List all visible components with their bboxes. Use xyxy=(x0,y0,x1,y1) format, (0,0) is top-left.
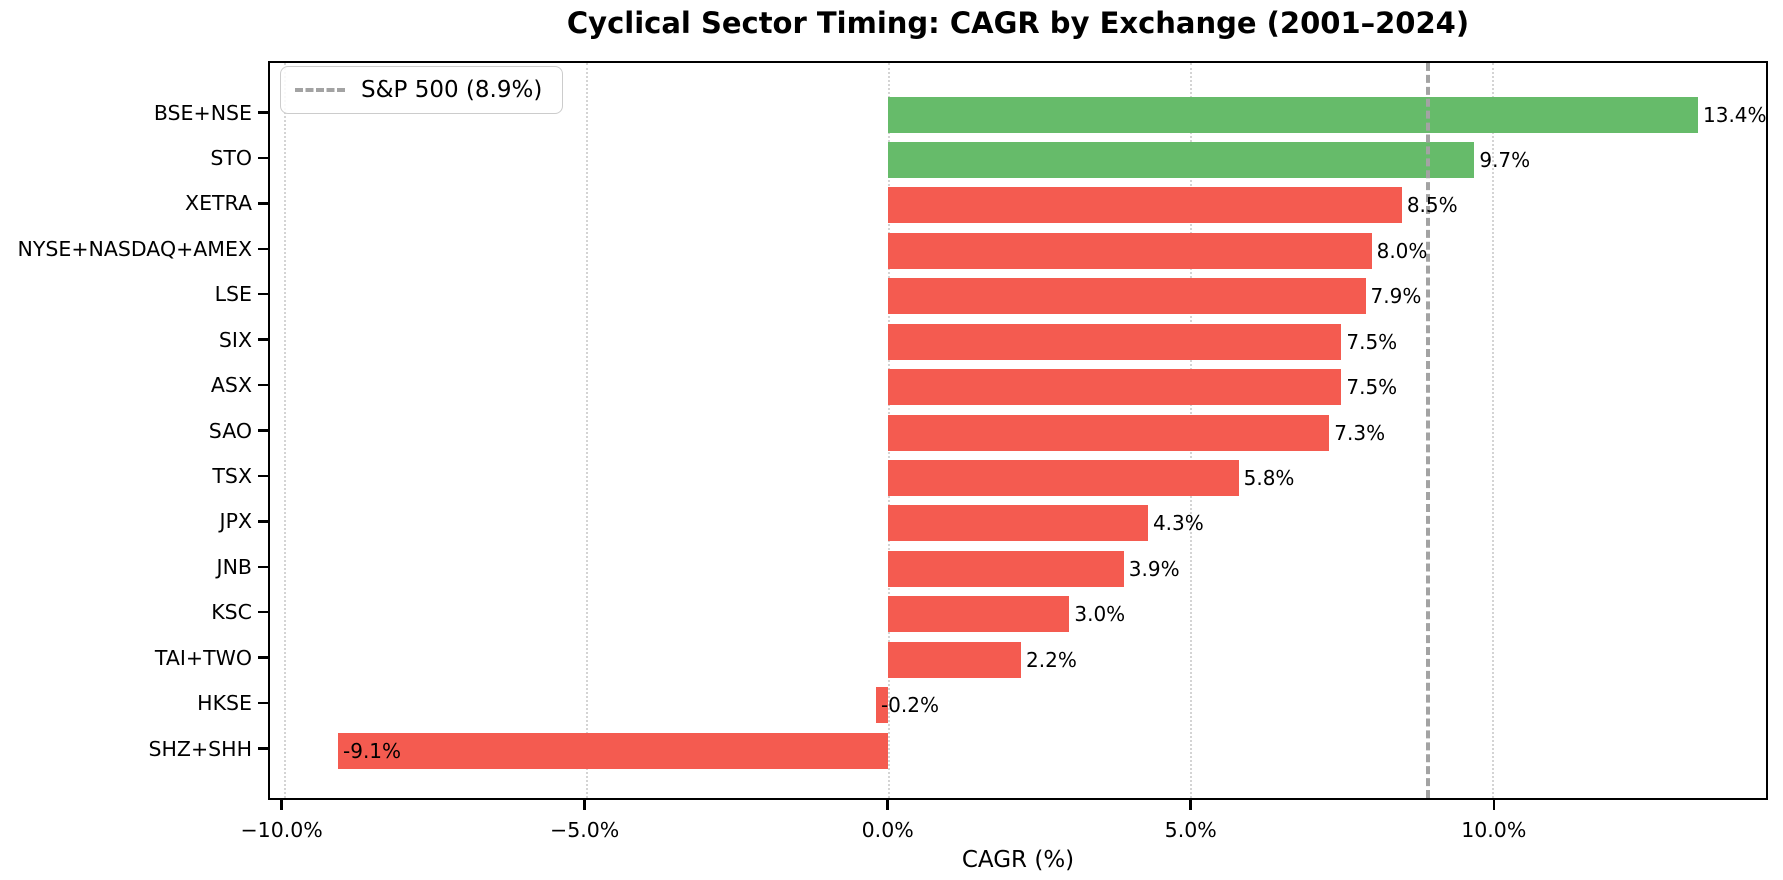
bar-value-label: 5.8% xyxy=(1243,465,1295,490)
bar-value-label: 9.7% xyxy=(1479,147,1531,172)
y-axis-label-ASX: ASX xyxy=(210,373,252,398)
x-axis-title: CAGR (%) xyxy=(961,847,1075,873)
x-gridline xyxy=(283,63,286,798)
y-axis-tick xyxy=(258,610,268,614)
bar-value-label: 4.3% xyxy=(1152,511,1204,536)
y-axis-label-NYSE+NASDAQ+AMEX: NYSE+NASDAQ+AMEX xyxy=(17,236,252,261)
bar-value-label: 8.0% xyxy=(1376,238,1428,263)
y-axis-tick xyxy=(258,156,268,160)
bar-SHZ+SHH xyxy=(338,732,889,769)
y-axis-tick xyxy=(258,338,268,341)
y-axis-label-JNB: JNB xyxy=(216,554,252,579)
y-axis-tick xyxy=(258,656,268,659)
y-axis-tick xyxy=(258,202,268,205)
bar-SIX xyxy=(888,323,1342,360)
y-axis-tick xyxy=(258,383,268,387)
y-axis-tick xyxy=(258,520,268,523)
x-axis-tick-label: −10.0% xyxy=(240,818,323,842)
bar-SAO xyxy=(888,414,1330,451)
x-axis-tick-label: 10.0% xyxy=(1461,818,1527,842)
y-axis-label-XETRA: XETRA xyxy=(185,191,252,216)
bar-TSX xyxy=(888,459,1239,496)
bar-HKSE xyxy=(875,687,889,724)
y-axis-label-JPX: JPX xyxy=(219,509,252,534)
benchmark-line xyxy=(1426,63,1430,798)
y-axis-tick xyxy=(258,565,268,569)
y-axis-tick xyxy=(258,474,268,478)
x-axis-tick xyxy=(1492,800,1495,810)
y-axis-label-TSX: TSX xyxy=(212,463,252,488)
bar-STO xyxy=(888,141,1475,178)
bar-BSE+NSE xyxy=(888,96,1698,133)
y-axis-label-HKSE: HKSE xyxy=(197,691,252,716)
y-axis-label-SIX: SIX xyxy=(218,327,252,352)
bar-value-label: -0.2% xyxy=(880,693,939,718)
bar-ASX xyxy=(888,369,1342,406)
y-axis-tick xyxy=(258,429,268,432)
bar-TAI+TWO xyxy=(888,641,1021,678)
bar-value-label: 7.5% xyxy=(1346,329,1398,354)
bar-value-label: -9.1% xyxy=(343,738,402,763)
legend: S&P 500 (8.9%) xyxy=(280,66,564,114)
plot-area: S&P 500 (8.9%) 13.4% 9.7% 8.5% 8.0% 7.9% 7.5%… xyxy=(268,61,1768,800)
bar-JNB xyxy=(888,550,1124,587)
x-axis-tick-label: −5.0% xyxy=(550,818,620,842)
legend-label: S&P 500 (8.9%) xyxy=(361,77,543,103)
bar-value-label: 7.5% xyxy=(1346,375,1398,400)
bar-KSC xyxy=(888,596,1070,633)
y-axis-tick xyxy=(258,247,268,251)
bar-value-label: 8.5% xyxy=(1406,193,1458,218)
y-axis-label-STO: STO xyxy=(210,145,252,170)
x-axis-tick-label: 0.0% xyxy=(861,818,914,842)
bar-value-label: 7.9% xyxy=(1370,284,1422,309)
y-axis-tick xyxy=(258,292,268,296)
y-axis-tick xyxy=(258,111,268,114)
y-axis-label-TAI+TWO: TAI+TWO xyxy=(154,645,252,670)
bar-value-label: 13.4% xyxy=(1703,102,1767,127)
x-gridline xyxy=(1492,63,1495,798)
bar-NYSE+NASDAQ+AMEX xyxy=(888,232,1372,269)
bar-JPX xyxy=(888,505,1148,542)
bar-value-label: 2.2% xyxy=(1026,647,1077,672)
chart-title: Cyclical Sector Timing: CAGR by Exchange… xyxy=(566,6,1470,40)
x-axis-tick-label: 5.0% xyxy=(1164,818,1217,842)
y-axis-label-LSE: LSE xyxy=(214,282,252,307)
bar-value-label: 7.3% xyxy=(1334,420,1386,445)
y-axis-label-BSE+NSE: BSE+NSE xyxy=(153,100,252,125)
y-axis-label-SAO: SAO xyxy=(208,418,252,443)
x-axis-tick xyxy=(886,800,889,810)
bar-LSE xyxy=(888,278,1366,315)
y-axis-tick xyxy=(258,747,268,750)
y-axis-tick xyxy=(258,701,268,705)
x-gridline xyxy=(585,63,588,798)
bar-value-label: 3.9% xyxy=(1128,556,1180,581)
x-axis-tick xyxy=(280,800,283,810)
bar-XETRA xyxy=(888,187,1402,224)
bar-value-label: 3.0% xyxy=(1074,602,1126,627)
y-axis-label-KSC: KSC xyxy=(211,600,252,625)
dashed-line-icon xyxy=(295,88,345,92)
x-axis-tick xyxy=(1189,800,1192,810)
y-axis-label-SHZ+SHH: SHZ+SHH xyxy=(148,736,253,761)
x-axis-tick xyxy=(583,800,586,810)
